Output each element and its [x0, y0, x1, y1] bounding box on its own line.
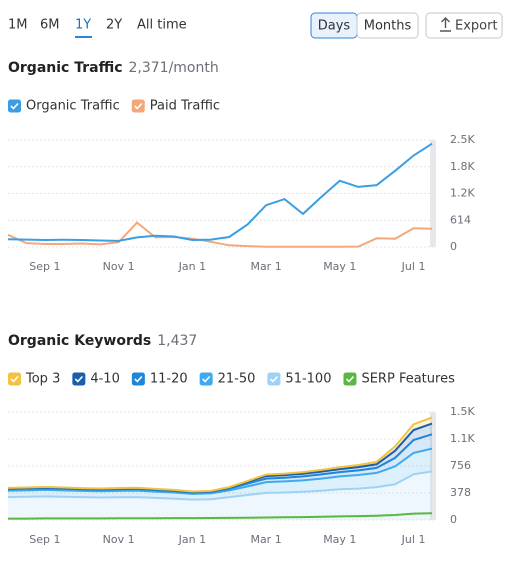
- y-tick-label: 614: [450, 213, 471, 226]
- y-tick-label: 2.5K: [450, 133, 475, 146]
- legend-check: [202, 375, 211, 383]
- legend-checkbox[interactable]: [8, 372, 21, 386]
- legend-checkbox[interactable]: [343, 372, 357, 386]
- x-tick-label: Nov 1: [103, 533, 135, 546]
- x-tick-label: May 1: [323, 533, 356, 546]
- y-tick-label: 1.1K: [450, 432, 475, 445]
- legend-check: [134, 102, 143, 110]
- legend-label[interactable]: 51-100: [285, 372, 331, 387]
- chart-title: Organic Traffic: [8, 60, 123, 76]
- legend-checkbox[interactable]: [199, 372, 213, 386]
- x-tick-label: Jul 1: [401, 533, 426, 546]
- granularity-button[interactable]: Months: [364, 19, 412, 34]
- legend-label[interactable]: 11-20: [150, 372, 188, 387]
- stacked-area: [8, 448, 432, 500]
- legend-label[interactable]: Paid Traffic: [150, 99, 220, 114]
- y-tick-label: 1.2K: [450, 187, 475, 200]
- export-icon: [440, 17, 451, 32]
- x-tick-label: Sep 1: [29, 533, 60, 546]
- stacked-line: [7, 470, 433, 501]
- series-line: [7, 221, 433, 248]
- stacked-area: [8, 471, 432, 520]
- hover-band: [430, 140, 436, 247]
- range-tab[interactable]: 2Y: [106, 18, 122, 33]
- x-tick-label: Mar 1: [250, 533, 281, 546]
- y-tick-label: 756: [450, 459, 471, 472]
- legend-label[interactable]: 4-10: [90, 372, 120, 387]
- legend-label[interactable]: Top 3: [25, 372, 60, 387]
- y-tick-label: 0: [450, 240, 457, 253]
- legend-checkbox[interactable]: [131, 99, 145, 113]
- legend-label[interactable]: Organic Traffic: [26, 99, 120, 114]
- granularity-button[interactable]: Days: [318, 19, 351, 34]
- export-button[interactable]: Export: [455, 19, 498, 34]
- legend-check: [74, 375, 83, 383]
- hover-band: [430, 412, 436, 520]
- y-tick-label: 378: [450, 486, 471, 499]
- legend-checkbox[interactable]: [131, 372, 145, 386]
- series-line: [7, 142, 433, 242]
- legend-check: [10, 375, 19, 383]
- y-tick-label: 1.5K: [450, 405, 475, 418]
- legend-check: [10, 102, 19, 110]
- x-tick-label: Jan 1: [178, 533, 206, 546]
- chart-subtitle: 2,371/month: [129, 60, 219, 76]
- legend-checkbox[interactable]: [267, 372, 281, 386]
- legend-checkbox[interactable]: [72, 372, 86, 386]
- legend-check: [345, 375, 355, 383]
- chart-subtitle: 1,437: [157, 333, 197, 349]
- x-tick-label: Jul 1: [401, 260, 426, 273]
- y-tick-label: 0: [450, 513, 457, 526]
- months-button-bg: [356, 12, 419, 39]
- stacked-line: [7, 416, 433, 493]
- stacked-line: [7, 447, 433, 495]
- range-tab[interactable]: All time: [137, 18, 187, 33]
- chart-title: Organic Keywords: [8, 333, 151, 349]
- y-tick-label: 1.8K: [450, 160, 475, 173]
- legend-label[interactable]: SERP Features: [361, 372, 455, 387]
- x-tick-label: Mar 1: [250, 260, 281, 273]
- legend-check: [134, 375, 143, 383]
- x-tick-label: Nov 1: [103, 260, 135, 273]
- x-tick-label: May 1: [323, 260, 356, 273]
- x-tick-label: Sep 1: [29, 260, 60, 273]
- series-line: [8, 512, 433, 520]
- legend-label[interactable]: 21-50: [218, 372, 256, 387]
- range-tab[interactable]: 1M: [8, 18, 28, 33]
- range-tab[interactable]: 1Y: [75, 18, 91, 33]
- legend-check: [269, 375, 279, 383]
- legend-checkbox[interactable]: [8, 99, 21, 113]
- range-tab[interactable]: 6M: [40, 18, 60, 33]
- x-tick-label: Jan 1: [178, 260, 206, 273]
